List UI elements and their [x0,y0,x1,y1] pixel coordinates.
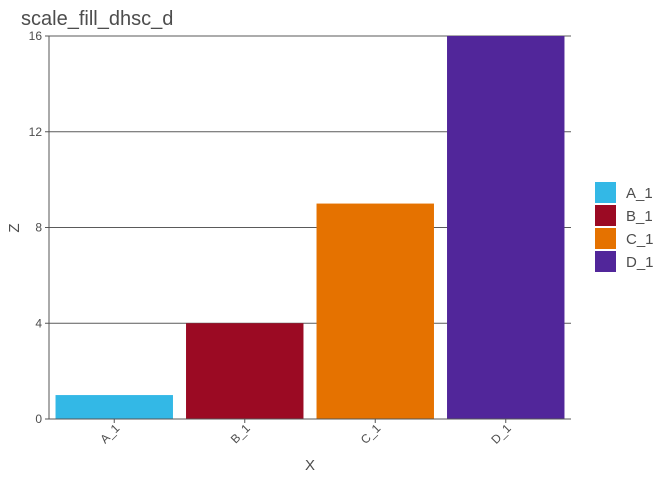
legend-swatch-B_1 [595,205,616,226]
y-tick-label: 16 [29,29,43,43]
legend-swatch-C_1 [595,228,616,249]
y-tick-label: 12 [29,125,43,139]
bar-D_1 [447,36,565,419]
x-axis-title: X [305,457,315,474]
legend-swatch-D_1 [595,251,616,272]
bars [55,36,565,419]
legend: A_1 B_1 C_1 D_1 [595,182,654,272]
x-axis-ticks: A_1 B_1 C_1 D_1 [97,419,514,447]
x-tick-label: A_1 [97,421,122,446]
y-axis-title: Z [6,223,23,232]
x-tick-label: D_1 [488,421,514,447]
y-axis-ticks: 0 4 8 12 16 [29,29,49,426]
bar-A_1 [55,395,173,419]
y-tick-label: 0 [35,412,42,426]
legend-label: A_1 [626,185,653,202]
x-tick-label: C_1 [358,421,384,447]
legend-label: D_1 [626,254,654,271]
legend-label: B_1 [626,208,653,225]
y-tick-label: 4 [35,316,42,330]
bar-B_1 [186,323,304,419]
x-tick-label: B_1 [228,421,253,446]
legend-swatch-A_1 [595,182,616,203]
chart-title: scale_fill_dhsc_d [21,8,173,30]
y-tick-label: 8 [35,221,42,235]
bar-C_1 [316,203,434,419]
legend-label: C_1 [626,231,654,248]
